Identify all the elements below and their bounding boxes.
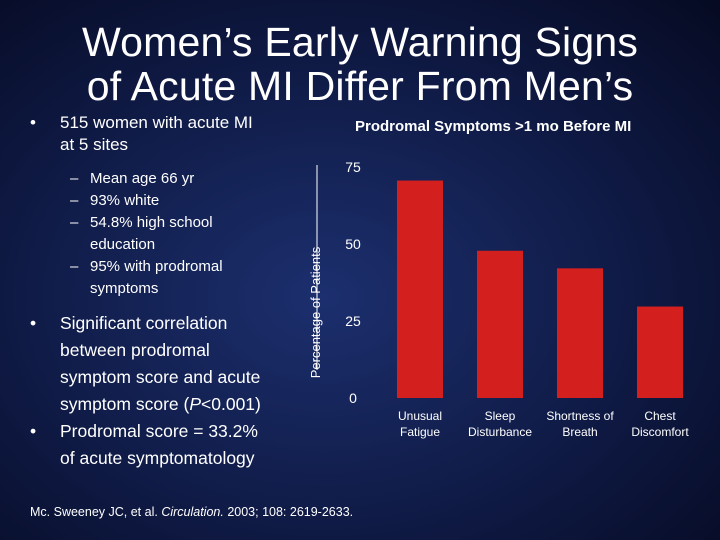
bar — [397, 180, 443, 398]
bar — [477, 250, 523, 398]
bar-chart: Percentage of Patients 0 25 50 75 Unusual Fati… — [308, 159, 689, 439]
citation-details: 2003; 108: 2619-2633. — [223, 505, 354, 519]
x-tick-label-line: Sleep — [485, 409, 516, 423]
bullet-line: Significant correlation — [60, 313, 228, 333]
bullet-correlation: Significant correlation between prodromal… — [30, 310, 320, 418]
bullet-line: 515 women with acute MI — [60, 113, 253, 132]
x-tick-label-line: Discomfort — [631, 425, 689, 439]
sub-bullet: –93% white — [30, 190, 320, 212]
slide-title-line-2: of Acute MI Differ From Men’s — [86, 63, 634, 109]
dash-marker: – — [70, 258, 79, 275]
x-tick-label: Shortness of Breath — [546, 409, 614, 439]
dash-marker: – — [70, 214, 79, 231]
y-tick-label: 25 — [345, 313, 361, 329]
chart-title: Prodromal Symptoms >1 mo Before MI — [355, 118, 632, 135]
sub-bullet-line: 93% white — [90, 192, 160, 209]
bullet-lines: Significant correlation between prodromal… — [60, 310, 320, 391]
p-value-symbol: P — [189, 394, 202, 414]
sub-bullet: – Mean age 66 yr — [30, 168, 320, 190]
y-tick-label: 50 — [345, 236, 361, 252]
bullet-line: at 5 sites — [60, 135, 129, 154]
bullet-line: symptom score (P<0.001) — [60, 391, 320, 418]
dash-marker: – — [70, 170, 79, 187]
sub-bullet-line: symptoms — [90, 280, 159, 297]
y-tick-label: 0 — [349, 390, 357, 406]
x-tick-label-line: Chest — [644, 409, 676, 423]
sub-bullet: –95% with prodromal symptoms — [30, 256, 320, 300]
citation-authors: Mc. Sweeney JC, et al. — [30, 505, 162, 519]
x-tick-label: Sleep Disturbance — [468, 409, 532, 439]
bullet-lines: Prodromal score = 33.2% of acute symptoma… — [60, 418, 320, 472]
x-tick-label-line: Shortness of — [546, 409, 614, 423]
slide-title-line-1: Women’s Early Warning Signs — [81, 19, 639, 65]
citation-journal: Circulation. — [161, 505, 224, 519]
bullet-study-population: 515 women with acute MI at 5 sites — [30, 112, 320, 156]
bullet-line: between prodromal — [60, 340, 210, 360]
x-tick-label-line: Fatigue — [400, 425, 440, 439]
x-tick-label-line: Breath — [562, 425, 597, 439]
bullet-line: symptom score and acute — [60, 367, 261, 387]
x-tick-label: Chest Discomfort — [631, 409, 689, 439]
dash-marker: – — [70, 192, 79, 209]
bar — [637, 306, 683, 398]
y-axis-label: Percentage of Patients — [308, 246, 323, 378]
sub-bullet-line: 95% with prodromal — [90, 258, 223, 275]
x-tick-label-line: Unusual — [398, 409, 442, 423]
x-tick-label-line: Disturbance — [468, 425, 532, 439]
y-tick-label: 75 — [345, 159, 361, 175]
bullet-line: Prodromal score = 33.2% — [60, 421, 258, 441]
sub-bullet-line: education — [90, 236, 156, 253]
x-tick-label: Unusual Fatigue — [398, 409, 442, 439]
slide-title: Women’s Early Warning Signs of Acute MI … — [40, 20, 680, 108]
sub-bullet-line: 54.8% high school — [90, 214, 213, 231]
sub-bullet-line: Mean age 66 yr — [90, 170, 195, 187]
reference-citation: Mc. Sweeney JC, et al. Circulation. 2003… — [30, 505, 353, 519]
sub-bullet-list: – Mean age 66 yr –93% white –54.8% high sch… — [30, 168, 320, 300]
bullet-prodromal-score: Prodromal score = 33.2% of acute symptoma… — [30, 418, 320, 472]
sub-bullet: –54.8% high school education — [30, 212, 320, 256]
bullet-list: 515 women with acute MI at 5 sites –Mean… — [30, 112, 320, 472]
bullet-line: of acute symptomatology — [60, 448, 255, 468]
bar — [557, 268, 603, 398]
bullet-text: symptom score ( — [60, 394, 190, 414]
bullet-text: <0.001) — [201, 394, 261, 414]
